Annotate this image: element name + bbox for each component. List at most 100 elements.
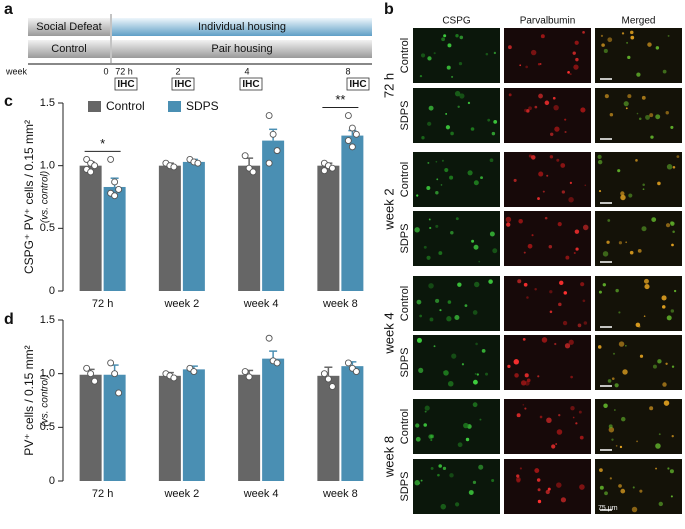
cell-signal [554,126,560,132]
cell-signal [429,226,432,230]
cell-signal [544,100,550,106]
cell-signal [621,32,625,35]
ihc-marker-box [114,77,138,91]
cell-signal [506,222,511,227]
cell-signal [428,218,431,221]
cell-signal [663,400,670,406]
cell-signal [636,440,638,443]
micrograph [413,88,500,143]
cell-signal [450,231,454,235]
cell-signal [461,363,465,366]
cell-signal [611,438,614,441]
data-point [107,155,115,163]
cell-signal [444,167,449,173]
cell-signal [619,445,623,449]
cell-signal [560,497,567,503]
cell-signal [604,491,608,496]
phase-box [112,18,372,36]
phase-label: Social Defeat [36,21,101,33]
cell-signal [608,427,615,433]
cell-signal [662,69,667,74]
cell-signal [579,484,585,490]
ihc-marker-box [239,77,263,91]
cell-signal [602,251,609,257]
cell-signal [667,467,670,470]
cell-signal [546,417,552,424]
row-label: SDPS [399,224,411,254]
micrograph [595,152,682,207]
data-point [111,192,119,200]
cell-signal [599,468,603,472]
panel-label: c [4,93,13,110]
ihc-marker: IHC [242,79,259,90]
cell-signal [420,479,423,482]
micrograph [504,152,591,207]
cell-signal [620,191,625,196]
cell-signal [485,372,489,376]
cell-signal [519,64,522,67]
data-point [265,334,273,342]
ihc-marker-box [171,77,195,91]
bar [262,358,285,481]
data-point [348,143,356,151]
cell-signal [580,107,586,113]
cell-signal [473,244,479,250]
cell-signal [575,247,579,251]
data-point [111,178,119,186]
cell-signal [487,118,491,122]
cell-signal [666,164,673,170]
cell-signal [451,353,457,359]
cell-signal [459,93,465,99]
cell-signal [548,245,553,249]
cell-signal [618,341,625,347]
cell-signal [428,283,434,289]
cell-signal [464,304,468,307]
cell-signal [541,337,548,343]
cell-signal [520,380,527,386]
cell-signal [440,184,443,186]
cell-signal [538,171,544,177]
cell-signal [604,94,609,99]
data-point [194,159,202,167]
cell-signal [550,132,554,137]
cell-signal [492,248,498,254]
ihc-marker: IHC [117,79,134,90]
cell-signal [644,284,650,290]
cell-signal [642,183,645,186]
bar [103,374,126,481]
micrograph [413,276,500,331]
row-label: SDPS [399,101,411,131]
cell-signal [607,219,611,222]
cell-signal [489,158,494,163]
data-point [328,383,336,390]
cell-signal [549,290,553,294]
data-point [190,368,198,375]
cell-signal [671,243,674,247]
x-tick-label: week 4 [243,488,279,500]
cell-signal [443,34,447,38]
cell-signal [670,125,674,129]
bar [182,369,205,481]
cell-signal [661,295,667,301]
cell-signal [523,282,528,287]
cell-signal [584,184,587,187]
cell-signal [436,178,439,181]
cell-signal [479,418,482,421]
cell-signal [611,377,615,381]
cell-signal [473,180,479,186]
cell-signal [623,101,629,107]
phase-box [112,40,372,58]
cell-signal [478,260,481,263]
cell-signal [527,243,533,249]
cell-signal [447,380,454,387]
cell-signal [457,282,462,287]
cell-signal [438,464,442,468]
cell-signal [427,121,432,126]
cell-signal [516,474,520,478]
cell-signal [641,226,647,232]
cell-signal [528,106,532,111]
micrograph [595,276,682,331]
cell-signal [643,315,646,318]
cell-signal [536,478,541,482]
bar [341,366,364,481]
